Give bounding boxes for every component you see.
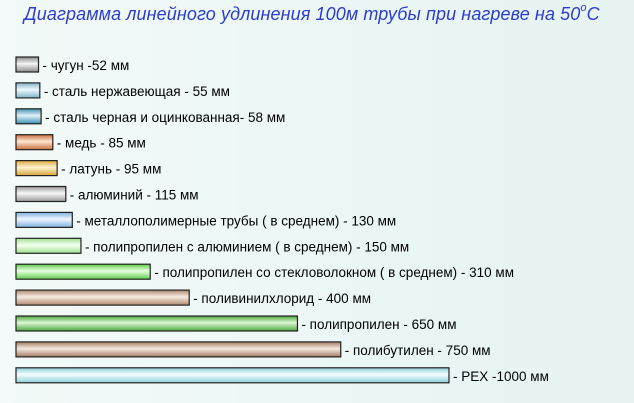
bar-3 <box>15 108 42 125</box>
bar-label-3: - сталь черная и оцинкованная- 58 мм <box>45 110 285 125</box>
bar-label-5: - латунь - 95 мм <box>61 162 161 177</box>
bar-label-7: - металлополимерные трубы ( в среднем) -… <box>76 213 396 228</box>
bar-6 <box>15 185 67 203</box>
bar-label-8: - полипропилен с алюминием ( в среднем) … <box>85 239 409 254</box>
bar-11 <box>15 315 299 332</box>
bar-label-13: - PEX -1000 мм <box>453 369 549 384</box>
bar-12 <box>15 341 342 358</box>
bar-label-1: - чугун -52 мм <box>43 58 130 73</box>
title-prefix: Диаграмма линейного удлинения 100м трубы… <box>24 4 581 24</box>
bar-1 <box>15 56 40 73</box>
bar-8 <box>15 237 82 254</box>
title-degree-sup: о <box>580 2 587 14</box>
bar-label-6: - алюминий - 115 мм <box>70 188 199 203</box>
bar-label-12: - полибутилен - 750 мм <box>345 343 491 358</box>
bar-2 <box>15 82 41 99</box>
bar-label-10: - поливинилхлорид - 400 мм <box>193 291 371 306</box>
chart-title: Диаграмма линейного удлинения 100м трубы… <box>24 2 600 25</box>
bar-label-4: - медь - 85 мм <box>57 136 146 151</box>
bar-13 <box>15 367 450 384</box>
bar-7 <box>15 211 73 228</box>
bar-label-9: - полипропилен со стекловолокном ( в сре… <box>154 265 514 280</box>
bar-10 <box>15 289 190 306</box>
title-suffix: С <box>586 4 600 24</box>
bar-4 <box>15 134 54 151</box>
bar-label-2: - сталь нержавеющая - 55 мм <box>44 84 230 99</box>
bar-label-11: - полипропилен - 650 мм <box>301 317 456 332</box>
bar-5 <box>15 160 58 177</box>
bar-9 <box>15 263 151 280</box>
